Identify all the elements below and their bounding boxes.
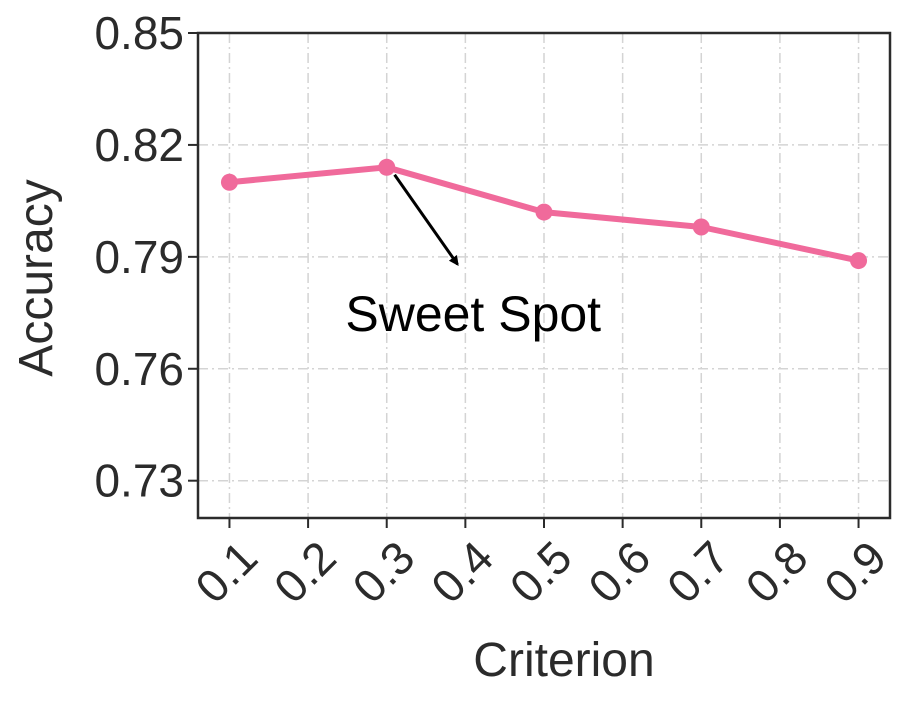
x-tick-label: 0.8 xyxy=(736,531,818,613)
data-point xyxy=(535,203,553,221)
grid xyxy=(198,32,890,518)
x-tick-label: 0.2 xyxy=(264,531,346,613)
annotation-arrow xyxy=(393,173,459,266)
x-tick-label: 0.4 xyxy=(421,531,503,613)
y-axis-title: Accuracy xyxy=(10,179,63,376)
x-tick-label: 0.5 xyxy=(500,531,582,613)
x-tick-label: 0.1 xyxy=(185,531,267,613)
x-tick-label: 0.7 xyxy=(657,531,739,613)
annotations: Sweet Spot xyxy=(345,173,601,342)
annotation-label: Sweet Spot xyxy=(345,286,601,342)
x-tick-label: 0.3 xyxy=(342,531,424,613)
data-point xyxy=(850,252,868,270)
y-tick-label: 0.73 xyxy=(94,455,184,507)
data-point xyxy=(378,158,396,176)
data-point xyxy=(220,173,238,191)
y-tick-label: 0.82 xyxy=(94,119,184,171)
y-tick-label: 0.76 xyxy=(94,343,184,395)
x-axis-title: Criterion xyxy=(473,634,654,687)
y-tick-label: 0.85 xyxy=(94,7,184,59)
y-tick-label: 0.79 xyxy=(94,231,184,283)
x-tick-label: 0.9 xyxy=(814,531,896,613)
series xyxy=(220,158,868,270)
x-tick-label: 0.6 xyxy=(578,531,660,613)
data-point xyxy=(692,218,710,236)
